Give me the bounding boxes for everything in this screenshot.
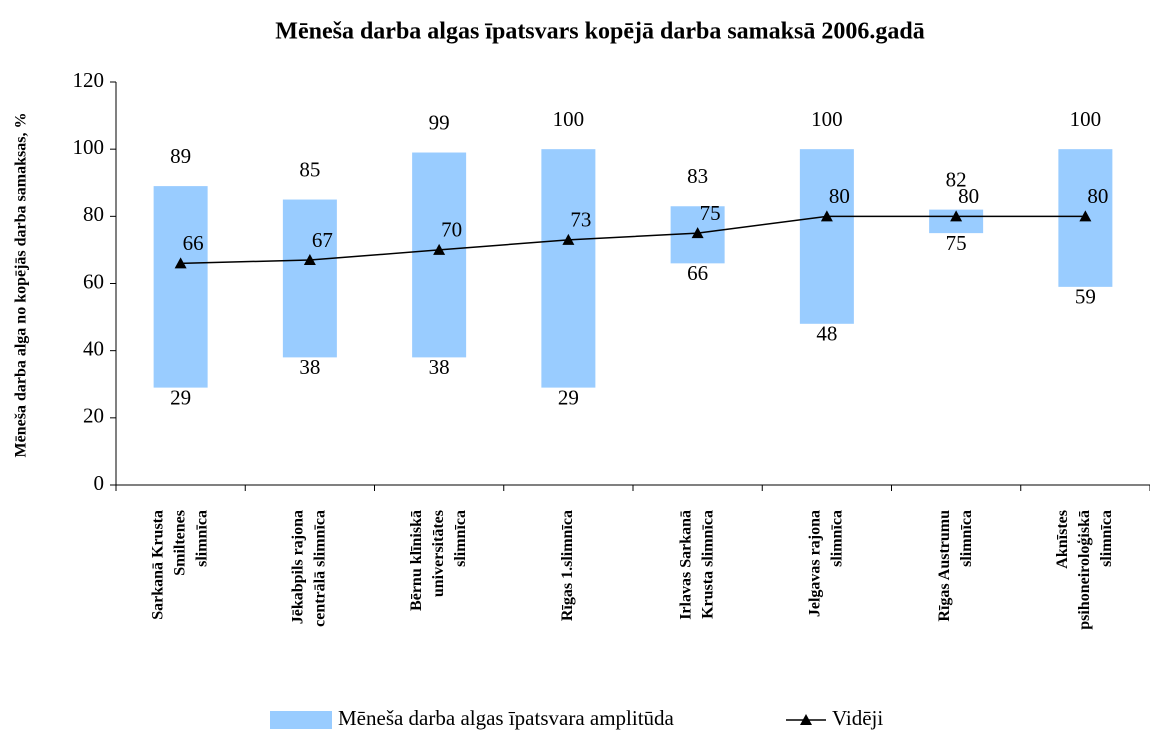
low-label: 38 [299, 355, 320, 379]
chart-title: Mēneša darba algas īpatsvars kopējā darb… [275, 19, 924, 45]
legend-swatch [270, 711, 332, 729]
x-tick-label: Krusta slimnīca [699, 510, 716, 619]
y-tick-label: 120 [73, 68, 105, 92]
x-tick-label: Sarkanā Krusta [149, 510, 166, 620]
x-tick-label: universitātes [430, 510, 447, 597]
average-label: 73 [570, 208, 591, 232]
legend-label: Mēneša darba algas īpatsvara amplitūda [338, 706, 675, 730]
average-label: 75 [700, 201, 721, 225]
high-label: 89 [170, 144, 191, 168]
range-bar [541, 149, 596, 388]
high-label: 100 [1070, 107, 1102, 131]
x-tick-label: slimnīca [958, 510, 975, 567]
range-bar [929, 209, 984, 234]
average-marker [950, 210, 963, 222]
average-label: 70 [441, 218, 462, 242]
y-tick-label: 40 [83, 336, 104, 360]
x-tick-label: slimnīca [452, 510, 469, 567]
average-marker [691, 227, 704, 239]
x-tick-label: Jēkabpils rajona [290, 510, 307, 624]
average-marker [433, 243, 446, 255]
high-label: 85 [299, 157, 320, 181]
y-tick-label: 100 [73, 135, 105, 159]
average-marker [303, 253, 316, 265]
range-bar [412, 152, 467, 358]
high-label: 83 [687, 164, 708, 188]
average-marker [174, 257, 187, 269]
low-label: 59 [1075, 285, 1096, 309]
x-tick-label: slimnīca [829, 510, 846, 567]
y-tick-label: 0 [94, 471, 105, 495]
x-tick-label: Rīgas Austrumu [936, 510, 953, 622]
x-tick-label: psihoneiroloģiskā [1076, 510, 1093, 630]
x-tick-label: Smiltenes [171, 510, 188, 576]
y-axis-title: Mēneša darba alga no kopējās darba samak… [13, 113, 30, 458]
x-tick-label: centrālā slimnīca [312, 510, 329, 627]
x-tick-label: Aknīstes [1054, 510, 1071, 569]
legend-marker [800, 714, 812, 725]
y-tick-label: 20 [83, 404, 104, 428]
low-label: 75 [946, 231, 967, 255]
average-label: 80 [1087, 184, 1108, 208]
legend-label: Vidēji [832, 706, 883, 730]
x-tick-label: slimnīca [1098, 510, 1115, 567]
x-tick-label: Rīgas 1.slimnīca [559, 510, 576, 621]
low-label: 66 [687, 261, 708, 285]
high-label: 100 [553, 107, 585, 131]
low-label: 48 [816, 322, 837, 346]
x-tick-label: Bērnu klīniskā [408, 510, 425, 611]
low-label: 29 [170, 385, 191, 409]
y-tick-label: 80 [83, 202, 104, 226]
range-bar [282, 199, 337, 358]
x-tick-label: Jelgavas rajona [807, 510, 824, 617]
high-label: 100 [811, 107, 843, 131]
x-tick-label: slimnīca [193, 510, 210, 567]
average-marker [1079, 210, 1092, 222]
average-line [180, 215, 1086, 265]
average-label: 67 [312, 228, 333, 252]
range-bar [153, 186, 208, 388]
low-label: 29 [558, 385, 579, 409]
average-label: 66 [183, 231, 204, 255]
high-label: 99 [429, 110, 450, 134]
average-marker [562, 233, 575, 245]
y-tick-label: 60 [83, 269, 104, 293]
range-bar [799, 149, 854, 324]
average-label: 80 [829, 184, 850, 208]
high-label: 82 [946, 167, 967, 191]
x-tick-label: Irlavas Sarkanā [677, 510, 694, 620]
low-label: 38 [429, 355, 450, 379]
average-marker [820, 210, 833, 222]
average-label: 80 [958, 184, 979, 208]
